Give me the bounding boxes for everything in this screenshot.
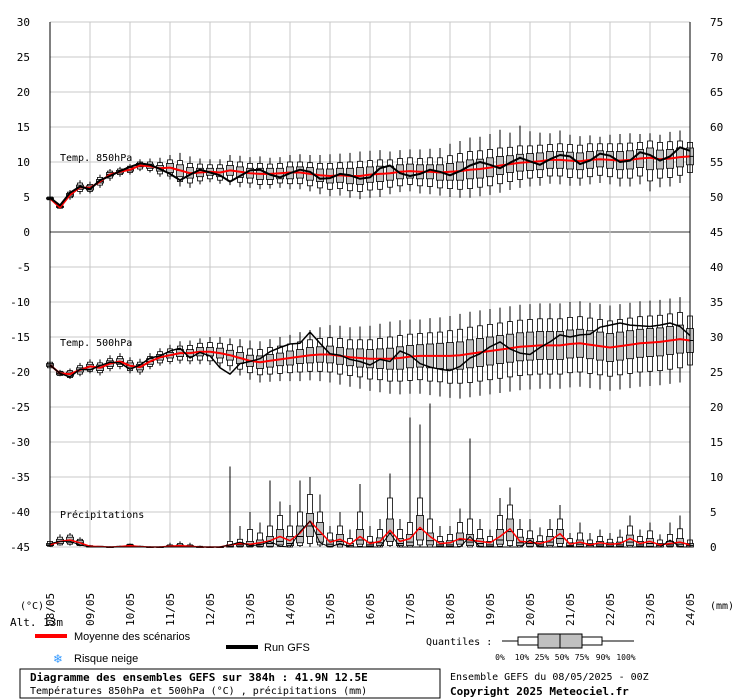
left-tick-label: -10 bbox=[10, 296, 30, 309]
x-tick-label: 13/05 bbox=[244, 593, 257, 626]
x-tick-label: 23/05 bbox=[644, 593, 657, 626]
left-tick-label: -45 bbox=[10, 541, 30, 554]
left-tick-label: 0 bbox=[23, 226, 30, 239]
precip-box-iqr bbox=[296, 525, 304, 544]
left-tick-label: 30 bbox=[17, 16, 30, 29]
right-tick-label: 10 bbox=[710, 471, 723, 484]
qtick-100: 100% bbox=[616, 653, 635, 662]
left-tick-label: 20 bbox=[17, 86, 30, 99]
legend-snow-label: Risque neige bbox=[74, 653, 138, 665]
legend-run-label: Run GFS bbox=[264, 642, 310, 654]
x-tick-label: 17/05 bbox=[404, 593, 417, 626]
precip-box-outer bbox=[467, 518, 473, 548]
legend: Moyenne des scénarios Run GFS ❄ Risque n… bbox=[35, 631, 636, 666]
t850-run-line bbox=[49, 146, 691, 207]
x-tick-label: 10/05 bbox=[124, 593, 137, 626]
left-tick-label: -30 bbox=[10, 436, 30, 449]
legend-quantiles-label: Quantiles : bbox=[426, 637, 492, 648]
x-tick-label: 18/05 bbox=[444, 593, 457, 626]
label-t850: Temp. 850hPa bbox=[60, 153, 132, 164]
left-tick-label: -20 bbox=[10, 366, 30, 379]
x-tick-label: 14/05 bbox=[284, 593, 297, 626]
chart-grid bbox=[49, 21, 691, 548]
label-t500: Temp. 500hPa bbox=[60, 338, 132, 349]
left-tick-label: -5 bbox=[17, 261, 30, 274]
right-tick-label: 65 bbox=[710, 86, 723, 99]
qtick-75: 75% bbox=[575, 653, 590, 662]
qtick-50: 50% bbox=[555, 653, 570, 662]
left-tick-label: 25 bbox=[17, 51, 30, 64]
left-tick-label: -40 bbox=[10, 506, 30, 519]
t500-mean-line bbox=[49, 338, 691, 376]
t500-run-line bbox=[49, 322, 691, 378]
right-tick-label: 55 bbox=[710, 156, 723, 169]
legend-quantile-ticks: 0% 10% 25% 50% 75% 90% 100% bbox=[495, 653, 636, 662]
x-tick-label: 12/05 bbox=[204, 593, 217, 626]
left-axis-unit: (°C) bbox=[20, 601, 44, 612]
label-precip: Précipitations bbox=[60, 509, 144, 521]
right-tick-label: 0 bbox=[710, 541, 717, 554]
left-tick-label: -25 bbox=[10, 401, 30, 414]
precip-box-outer bbox=[247, 529, 253, 548]
right-tick-label: 15 bbox=[710, 436, 723, 449]
run-info: Ensemble GEFS du 08/05/2025 - 00Z bbox=[450, 672, 649, 683]
legend-mean-swatch bbox=[35, 634, 67, 638]
qtick-25: 25% bbox=[535, 653, 550, 662]
left-tick-label: 10 bbox=[17, 156, 30, 169]
precip-box-iqr bbox=[326, 539, 334, 547]
precip-box-outer bbox=[667, 534, 673, 548]
precip-run-line bbox=[49, 520, 690, 548]
right-axis-unit: (mm) bbox=[710, 601, 734, 612]
left-tick-label: -35 bbox=[10, 471, 30, 484]
right-tick-label: 50 bbox=[710, 191, 723, 204]
qtick-90: 90% bbox=[596, 653, 611, 662]
chart-title: Diagramme des ensembles GEFS sur 384h : … bbox=[30, 671, 368, 684]
right-tick-label: 25 bbox=[710, 366, 723, 379]
left-tick-label: 15 bbox=[17, 121, 30, 134]
title-box bbox=[19, 668, 441, 699]
right-tick-label: 45 bbox=[710, 226, 723, 239]
qtick-0: 0% bbox=[495, 653, 505, 662]
x-tick-label: 08/05 bbox=[44, 593, 57, 626]
precip-box-iqr bbox=[486, 541, 494, 547]
left-tick-label: -15 bbox=[10, 331, 30, 344]
x-tick-label: 16/05 bbox=[364, 593, 377, 626]
right-tick-label: 35 bbox=[710, 296, 723, 309]
x-tick-label: 15/05 bbox=[324, 593, 337, 626]
right-tick-label: 70 bbox=[710, 51, 723, 64]
altitude-label: Alt. 13m bbox=[10, 616, 63, 629]
x-tick-label: 21/05 bbox=[564, 593, 577, 626]
right-tick-label: 20 bbox=[710, 401, 723, 414]
chart-subtitle: Températures 850hPa et 500hPa (°C) , pré… bbox=[30, 685, 367, 697]
right-tick-label: 60 bbox=[710, 121, 723, 134]
x-tick-label: 22/05 bbox=[604, 593, 617, 626]
qtick-10: 10% bbox=[515, 653, 530, 662]
copyright: Copyright 2025 Meteociel.fr bbox=[450, 685, 629, 698]
snowflake-icon: ❄ bbox=[53, 652, 63, 666]
right-tick-label: 5 bbox=[710, 506, 717, 519]
right-tick-label: 40 bbox=[710, 261, 723, 274]
x-tick-label: 11/05 bbox=[164, 593, 177, 626]
x-tick-label: 24/05 bbox=[684, 593, 697, 626]
legend-mean-label: Moyenne des scénarios bbox=[74, 631, 191, 643]
right-tick-label: 30 bbox=[710, 331, 723, 344]
x-tick-label: 20/05 bbox=[524, 593, 537, 626]
legend-quantile-box-icon bbox=[502, 633, 634, 649]
legend-run-swatch bbox=[226, 645, 258, 649]
axes: 302520151050-5-10-15-20-25-30-35-40-4575… bbox=[10, 16, 723, 626]
right-tick-label: 75 bbox=[710, 16, 723, 29]
x-tick-label: 09/05 bbox=[84, 593, 97, 626]
x-tick-label: 19/05 bbox=[484, 593, 497, 626]
series-lines bbox=[49, 146, 691, 548]
left-tick-label: 5 bbox=[23, 191, 30, 204]
